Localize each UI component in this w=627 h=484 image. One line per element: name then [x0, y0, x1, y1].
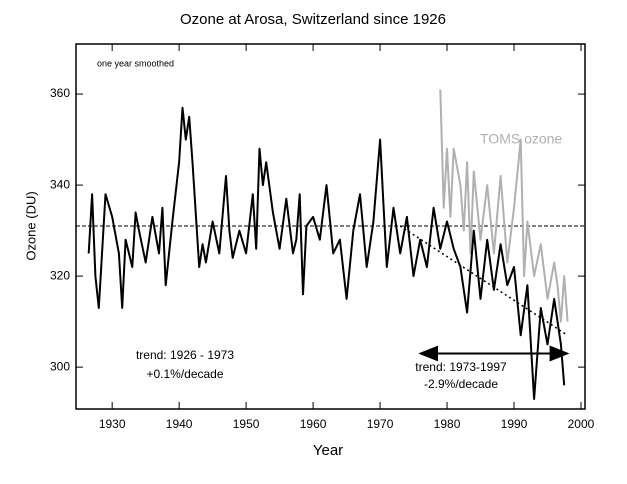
y-tick-label: 320 [50, 268, 70, 282]
x-tick-label: 1950 [233, 417, 260, 431]
y-tick-label: 340 [50, 177, 70, 191]
x-tick-label: 1980 [434, 417, 461, 431]
chart-title: Ozone at Arosa, Switzerland since 1926 [180, 11, 446, 28]
annotation: trend: 1973-1997 [415, 360, 507, 374]
annotation: trend: 1926 - 1973 [136, 348, 234, 362]
data-line [87, 106, 566, 400]
x-tick-label: 1930 [99, 417, 126, 431]
x-tick-label: 1990 [501, 417, 528, 431]
annotation: +0.1%/decade [146, 367, 223, 381]
legend-label: TOMS ozone [480, 131, 562, 147]
x-axis-label: Year [313, 442, 343, 459]
y-tick-label: 300 [50, 359, 70, 373]
data-line [439, 89, 569, 323]
x-tick-label: 1960 [300, 417, 327, 431]
x-tick-label: 2000 [568, 417, 595, 431]
trend-line [399, 225, 569, 336]
y-axis-label: Ozone (DU) [23, 191, 38, 260]
y-tick-label: 360 [50, 86, 70, 100]
x-tick-label: 1940 [166, 417, 193, 431]
annotation: -2.9%/decade [424, 377, 498, 391]
x-tick-label: 1970 [367, 417, 394, 431]
annotation: one year smoothed [97, 58, 174, 68]
